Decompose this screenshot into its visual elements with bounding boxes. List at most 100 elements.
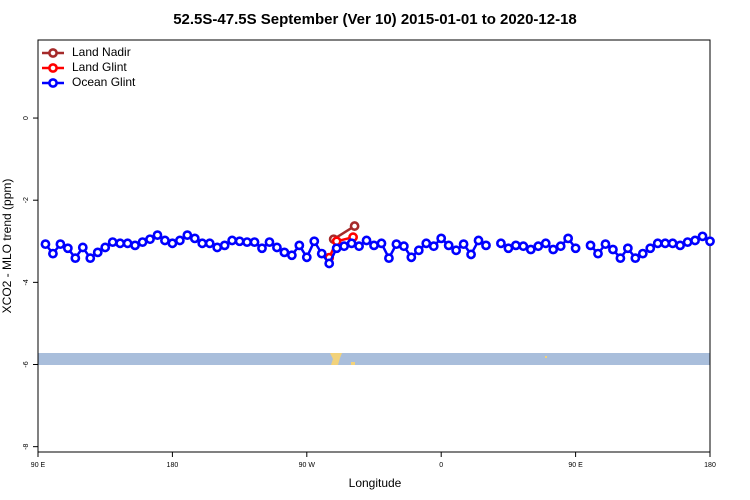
data-point bbox=[204, 238, 215, 249]
data-point bbox=[167, 238, 178, 249]
data-point bbox=[496, 238, 506, 249]
data-point bbox=[436, 233, 447, 244]
x-tick-label: 90 W bbox=[299, 462, 316, 469]
data-point bbox=[152, 230, 163, 241]
data-point bbox=[406, 252, 417, 263]
data-point bbox=[197, 238, 208, 249]
data-point bbox=[339, 241, 350, 252]
data-point bbox=[130, 240, 140, 251]
map-strip bbox=[38, 353, 710, 365]
x-tick-label: 0 bbox=[439, 462, 443, 469]
data-point bbox=[62, 243, 73, 254]
legend-marker bbox=[48, 78, 58, 88]
data-point bbox=[309, 236, 320, 247]
data-point bbox=[234, 236, 245, 247]
data-point bbox=[294, 240, 305, 251]
data-point bbox=[182, 230, 193, 241]
data-point bbox=[518, 241, 529, 252]
data-point bbox=[369, 240, 379, 251]
data-point bbox=[174, 235, 185, 246]
data-point bbox=[705, 236, 715, 247]
x-tick-label: 180 bbox=[167, 462, 179, 469]
data-point bbox=[540, 238, 551, 249]
data-point bbox=[637, 248, 648, 259]
y-tick-label: -6 bbox=[23, 361, 30, 367]
data-point bbox=[316, 248, 327, 259]
data-point bbox=[55, 239, 66, 250]
data-point bbox=[690, 235, 700, 246]
data-point bbox=[122, 238, 133, 249]
data-point bbox=[660, 238, 671, 249]
data-point bbox=[503, 243, 514, 254]
legend-label: Land Glint bbox=[72, 60, 127, 74]
y-tick-label: -4 bbox=[23, 279, 30, 285]
data-point bbox=[398, 241, 409, 252]
data-point bbox=[85, 253, 96, 264]
data-point bbox=[349, 221, 360, 231]
legend-label: Ocean Glint bbox=[72, 75, 136, 89]
data-point bbox=[137, 237, 148, 247]
data-point bbox=[525, 244, 536, 255]
data-point bbox=[331, 243, 342, 254]
data-point bbox=[443, 240, 454, 251]
data-point bbox=[301, 252, 312, 263]
data-point bbox=[107, 237, 118, 247]
data-point bbox=[257, 243, 267, 254]
data-point bbox=[376, 238, 387, 249]
chart-title: 52.5S-47.5S September (Ver 10) 2015-01-0… bbox=[173, 11, 577, 28]
data-point bbox=[428, 241, 439, 252]
data-point bbox=[227, 235, 238, 246]
data-point bbox=[608, 244, 618, 255]
data-point bbox=[451, 245, 462, 256]
y-axis-label: XCO2 - MLO trend (ppm) bbox=[0, 179, 14, 314]
data-point bbox=[384, 253, 394, 264]
data-point bbox=[667, 238, 678, 249]
data-point bbox=[652, 238, 663, 249]
data-point bbox=[361, 235, 372, 246]
data-point bbox=[615, 253, 626, 264]
data-point bbox=[249, 237, 260, 247]
data-point bbox=[77, 242, 88, 253]
data-point bbox=[48, 248, 58, 259]
data-point bbox=[600, 239, 611, 250]
data-point bbox=[272, 242, 282, 253]
data-point bbox=[242, 237, 252, 247]
data-point bbox=[510, 240, 521, 251]
data-point bbox=[593, 248, 603, 259]
x-tick-label: 90 E bbox=[31, 462, 46, 469]
x-axis-label: Longitude bbox=[349, 476, 402, 490]
data-point bbox=[458, 239, 469, 250]
data-point bbox=[481, 240, 491, 251]
data-point bbox=[279, 247, 290, 258]
legend-marker bbox=[48, 63, 58, 73]
data-point bbox=[697, 231, 708, 242]
data-point bbox=[160, 235, 170, 246]
data-point bbox=[219, 240, 230, 251]
legend-label: Land Nadir bbox=[72, 45, 131, 59]
data-point bbox=[189, 233, 200, 244]
data-point bbox=[391, 239, 402, 250]
data-point bbox=[585, 240, 596, 251]
data-point bbox=[563, 233, 574, 244]
data-point bbox=[92, 247, 103, 258]
data-point bbox=[40, 239, 51, 250]
data-point bbox=[466, 249, 476, 260]
data-point bbox=[212, 242, 223, 253]
data-point bbox=[645, 243, 656, 254]
data-point bbox=[354, 241, 364, 252]
data-point bbox=[570, 243, 581, 254]
data-point bbox=[324, 258, 335, 269]
data-point bbox=[115, 238, 126, 249]
data-point bbox=[555, 241, 566, 252]
y-tick-label: -2 bbox=[23, 197, 30, 203]
data-point bbox=[145, 234, 155, 245]
data-point bbox=[70, 253, 81, 264]
data-point bbox=[682, 237, 693, 247]
x-tick-label: 90 E bbox=[568, 462, 583, 469]
data-point bbox=[264, 237, 275, 247]
data-point bbox=[473, 235, 484, 246]
y-tick-label: 0 bbox=[23, 116, 30, 120]
data-point bbox=[622, 243, 633, 254]
data-point bbox=[630, 253, 641, 264]
